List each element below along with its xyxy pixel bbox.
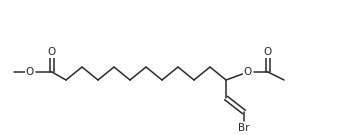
Text: O: O bbox=[264, 47, 272, 57]
Text: O: O bbox=[48, 47, 56, 57]
Text: O: O bbox=[244, 67, 252, 77]
Text: O: O bbox=[26, 67, 34, 77]
Text: Br: Br bbox=[238, 123, 250, 133]
